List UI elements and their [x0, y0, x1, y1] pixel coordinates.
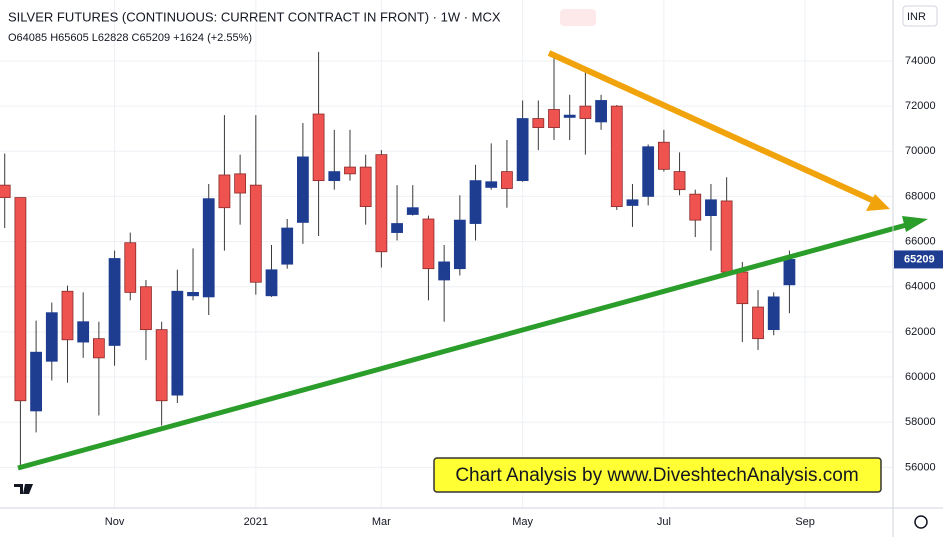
- candle-body: [297, 156, 309, 223]
- candle-body: [108, 258, 121, 346]
- resistance-arrow: [866, 194, 890, 211]
- x-tick-label: Sep: [795, 516, 815, 528]
- candle-body: [171, 290, 184, 396]
- status-badge: [560, 9, 596, 26]
- candle-body: [767, 296, 780, 331]
- candle-body: [752, 306, 764, 340]
- candle-body: [563, 114, 576, 118]
- logo-mark: [14, 484, 33, 494]
- y-tick-label: 70000: [905, 145, 936, 157]
- candle-body: [689, 193, 702, 221]
- banner-text: Chart Analysis by www.DiveshtechAnalysis…: [455, 465, 858, 486]
- candle-body: [485, 181, 498, 188]
- candle-body: [0, 184, 11, 198]
- candle-body: [344, 166, 356, 175]
- currency-button[interactable]: [902, 5, 938, 27]
- support-line: [17, 221, 911, 471]
- candle-body: [548, 109, 560, 128]
- y-axis: 56000 58000 60000 62000 64000 66000 68000 70000…: [905, 55, 936, 473]
- candle-body: [736, 271, 749, 305]
- candle-body: [218, 174, 231, 209]
- candle-body: [281, 227, 294, 265]
- logo: [10, 478, 38, 498]
- banner: [433, 457, 882, 493]
- y-tick-label: 60000: [905, 371, 936, 383]
- x-axis: Nov 2021 Mar May Jul Sep: [105, 516, 815, 528]
- candle-body: [532, 118, 545, 128]
- candle-body: [391, 223, 403, 233]
- candle-body: [673, 171, 686, 191]
- y-tick-label: 56000: [905, 461, 936, 473]
- x-tick-label: Jul: [657, 516, 671, 528]
- candle-body: [783, 259, 796, 286]
- candle-body: [375, 154, 388, 253]
- y-tick-label: 64000: [905, 281, 936, 293]
- ohlc-line: O64085 H65605 L62828 C65209 +1624 (+2.55…: [8, 32, 252, 44]
- candle-body: [469, 180, 482, 224]
- candle-body: [328, 171, 341, 182]
- candle-body: [124, 242, 137, 293]
- x-tick-label: Mar: [372, 516, 391, 528]
- candle-body: [61, 290, 74, 341]
- candle-body: [187, 291, 199, 297]
- candle-body: [202, 198, 215, 298]
- candle-body: [234, 173, 247, 194]
- candle-body: [438, 261, 451, 281]
- candle-body: [92, 338, 105, 359]
- trend-lines: [17, 50, 928, 471]
- y-tick-label: 66000: [905, 235, 936, 247]
- candle-body: [453, 219, 466, 270]
- support-arrow: [902, 216, 928, 232]
- candle-body: [720, 200, 733, 273]
- candle-body: [657, 141, 670, 170]
- last-price-box: [894, 250, 943, 269]
- candle-body: [422, 218, 435, 270]
- currency-label: INR: [907, 11, 926, 23]
- candle-body: [30, 351, 42, 412]
- candle-body: [705, 199, 717, 217]
- y-tick-label: 74000: [905, 55, 936, 67]
- candle-body: [359, 166, 372, 207]
- candle-body: [642, 146, 655, 197]
- candle-body: [595, 100, 607, 123]
- y-tick-label: 72000: [905, 100, 936, 112]
- candle-body: [610, 105, 623, 207]
- candle-body: [14, 197, 27, 402]
- last-price: 65209: [894, 250, 943, 269]
- x-tick-label: Nov: [105, 516, 125, 528]
- candle-body: [155, 329, 168, 402]
- settings-icon[interactable]: [914, 515, 928, 529]
- y-tick-label: 58000: [905, 416, 936, 428]
- candle-body: [77, 321, 90, 343]
- resistance-line: [547, 50, 874, 203]
- candle-body: [406, 207, 419, 215]
- candle-body: [312, 113, 325, 182]
- x-tick-label: 2021: [244, 516, 268, 528]
- x-tick-label: May: [512, 516, 533, 528]
- candle-body: [579, 105, 592, 119]
- candle-body: [45, 312, 58, 362]
- candle-body: [501, 171, 513, 189]
- last-price-label: 65209: [904, 253, 935, 265]
- y-tick-label: 62000: [905, 326, 936, 338]
- chart-title: SILVER FUTURES (CONTINUOUS: CURRENT CONT…: [8, 9, 501, 24]
- candle-body: [265, 269, 278, 297]
- candle-body: [516, 118, 529, 182]
- candle-body: [249, 184, 262, 283]
- candles: [0, 51, 796, 468]
- y-tick-label: 68000: [905, 190, 936, 202]
- candle-body: [626, 199, 639, 206]
- candle-body: [140, 286, 152, 331]
